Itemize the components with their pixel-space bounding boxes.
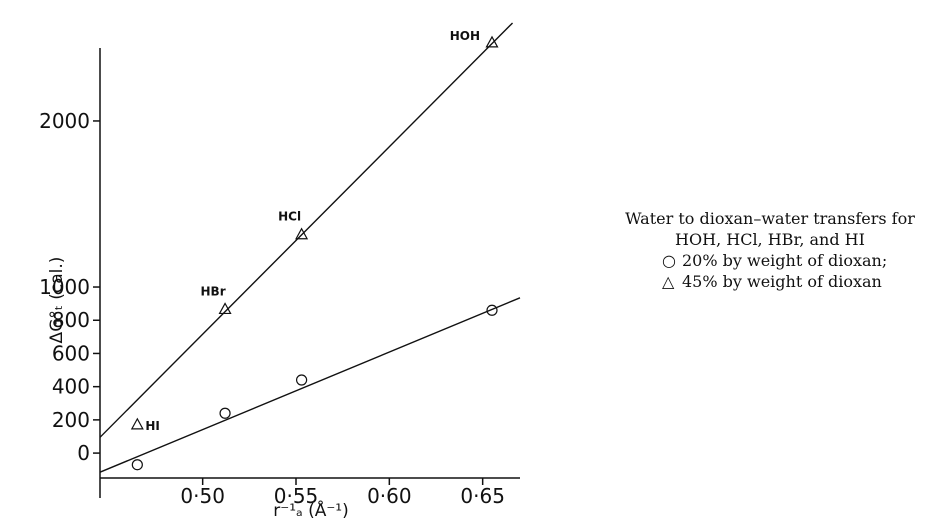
x-tick-label: 0·65 (460, 484, 505, 508)
triangle-marker (295, 227, 309, 240)
circle-marker (486, 304, 498, 316)
circle-marker-icon: ○ (662, 251, 676, 270)
y-axis-title: ΔG°ₜ (cal.) (47, 257, 67, 344)
y-tick-label: 2000 (39, 109, 90, 133)
y-tick-label: 0 (77, 441, 90, 465)
legend-triangle-row: △ 45% by weight of dioxan (600, 271, 940, 292)
y-tick-label: 800 (52, 308, 90, 332)
x-axis-title: r⁻¹ₐ (Å⁻¹) (273, 499, 349, 521)
tick-labels: 0 200 400 600 800 1000 2000 0·50 0·55 0·60 0·65 (39, 109, 505, 508)
x-tick-label: 0·55 (274, 484, 319, 508)
x-tick-label: 0·60 (367, 484, 412, 508)
triangle-marker (130, 417, 144, 430)
point-label-hbr: HBr (201, 284, 226, 298)
triangle-marker-icon: △ (662, 272, 675, 291)
legend-circle-row: ○ 20% by weight of dioxan; (600, 250, 940, 271)
y-tick-label: 400 (52, 375, 90, 399)
data-markers (130, 35, 499, 471)
caption-line-2: HOH, HCl, HBr, and HI (675, 230, 865, 249)
axes (93, 48, 520, 498)
series-1-fit-line (99, 22, 514, 438)
x-tick-label: 0·50 (180, 484, 225, 508)
series-0-fit-line (99, 297, 521, 473)
point-label-hoh: HOH (450, 29, 480, 43)
legend-triangle-label: 45% by weight of dioxan (682, 272, 882, 291)
fit-lines (99, 22, 521, 473)
y-axis-title-text: ΔG°ₜ (cal.) (47, 257, 67, 344)
circle-marker (296, 374, 308, 386)
caption-line-1: Water to dioxan–water transfers for (625, 209, 915, 228)
triangle-marker (218, 302, 232, 315)
figure-caption: Water to dioxan–water transfers for HOH,… (600, 208, 940, 292)
circle-marker (219, 407, 231, 419)
triangle-marker (485, 35, 499, 48)
svg-text:ΔG°ₜ (cal.): ΔG°ₜ (cal.) (47, 257, 67, 344)
point-label-hcl: HCl (278, 210, 301, 224)
y-tick-label: 1000 (39, 275, 90, 299)
y-tick-label: 200 (52, 408, 90, 432)
circle-marker (131, 459, 143, 471)
y-tick-label: 600 (52, 341, 90, 365)
point-label-hi: HI (145, 419, 160, 433)
legend-circle-label: 20% by weight of dioxan; (682, 251, 888, 270)
point-labels: HI HBr HCl HOH (145, 29, 480, 433)
